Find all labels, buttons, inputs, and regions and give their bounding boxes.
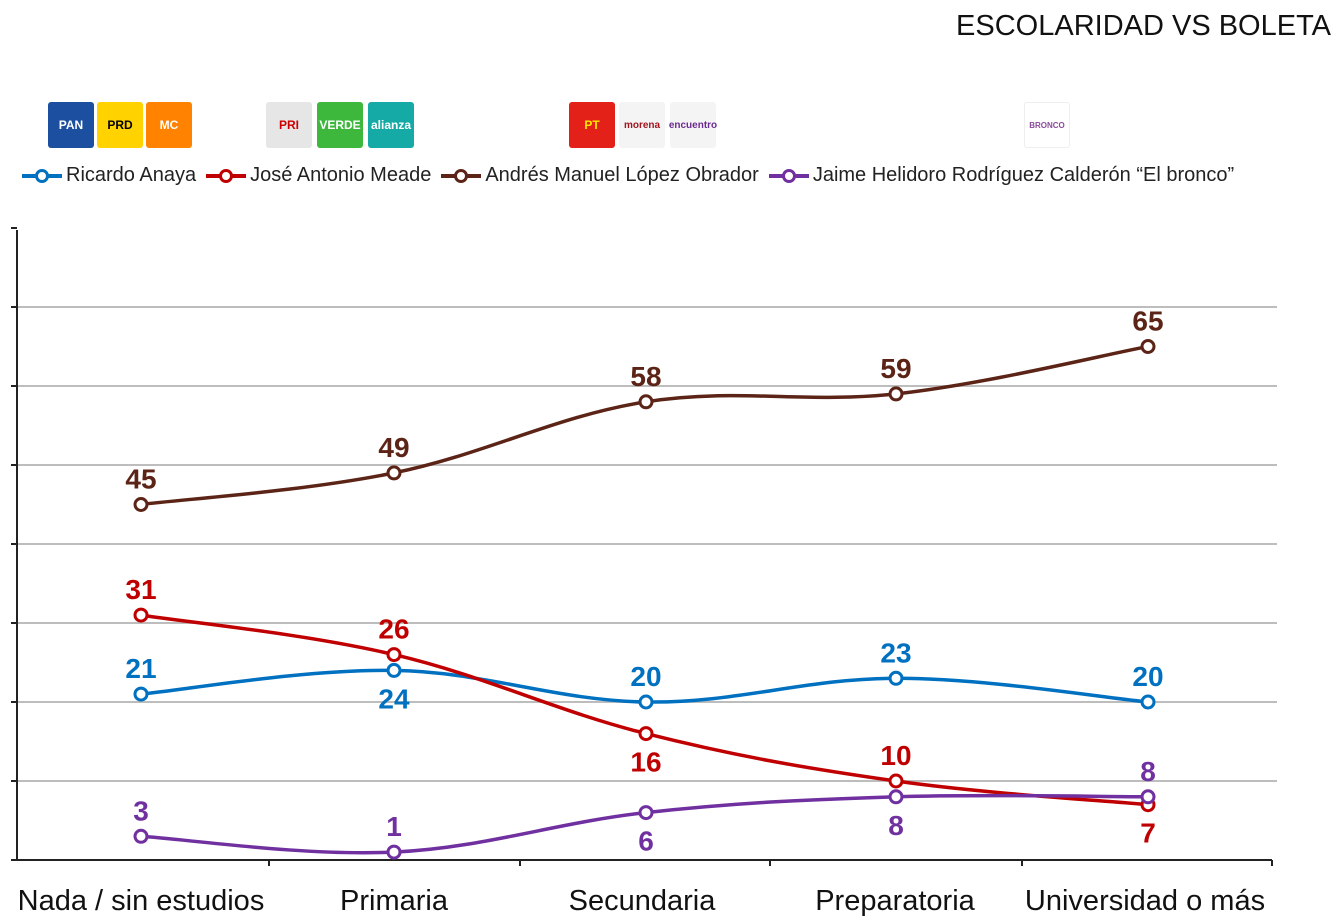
x-tick-label: Preparatoria: [815, 885, 975, 917]
legend-label: Jaime Helidoro Rodríguez Calderón “El br…: [812, 164, 1235, 186]
data-point: [133, 497, 149, 512]
party-logo: alianza: [368, 102, 414, 148]
data-point: [386, 662, 402, 678]
data-point: [133, 686, 149, 702]
legend-item: José Antonio Meade: [204, 164, 431, 187]
data-point: [638, 805, 654, 821]
legend-label: Ricardo Anaya: [66, 164, 197, 186]
data-label: 65: [1132, 306, 1163, 337]
legend-item: Ricardo Anaya: [20, 164, 196, 187]
data-point: [133, 828, 149, 844]
data-label: 31: [125, 574, 156, 605]
legend: Ricardo Anaya José Antonio Meade Andrés Ma…: [20, 164, 1242, 187]
data-label: 6: [638, 826, 654, 857]
legend-marker: [206, 168, 247, 183]
data-label: 10: [880, 740, 911, 771]
x-tick-label: Primaria: [340, 885, 449, 917]
party-logo: morena: [619, 102, 665, 148]
legend-label: Andrés Manuel López Obrador: [485, 164, 759, 186]
data-label: 45: [125, 464, 156, 495]
data-point: [888, 773, 904, 789]
data-label: 8: [1140, 756, 1156, 787]
data-label: 21: [125, 653, 156, 684]
party-logo: encuentro: [669, 102, 717, 148]
x-tick-label: Secundaria: [569, 885, 717, 917]
data-label: 58: [630, 361, 661, 392]
data-point: [1140, 694, 1156, 710]
data-label: 20: [630, 661, 661, 692]
party-logo: PRI: [266, 102, 312, 148]
data-point: [888, 789, 904, 805]
data-point: [133, 607, 149, 623]
x-tick-label: Nada / sin estudios: [18, 885, 265, 917]
x-tick-label: Universidad o más: [1025, 885, 1265, 917]
data-label: 1: [386, 811, 402, 842]
data-label: 20: [1132, 661, 1163, 692]
data-point: [888, 386, 904, 402]
data-label: 7: [1140, 818, 1156, 849]
legend-marker: [441, 168, 482, 183]
party-logo: VERDE: [317, 102, 363, 148]
data-label: 24: [378, 683, 410, 714]
legend-item: Jaime Helidoro Rodríguez Calderón “El br…: [767, 164, 1234, 187]
legend-marker: [22, 168, 62, 183]
data-point: [1140, 339, 1156, 354]
data-point: [386, 647, 402, 663]
data-label: 49: [378, 432, 409, 463]
party-logo: MC: [146, 102, 192, 148]
legend-item: Andrés Manuel López Obrador: [439, 164, 759, 187]
party-logo: PAN: [48, 102, 94, 148]
data-point: [638, 694, 654, 710]
legend-marker: [768, 168, 809, 183]
data-label: 23: [880, 637, 911, 668]
data-point: [638, 394, 654, 410]
party-logo: PRD: [97, 102, 143, 148]
data-label: 26: [378, 614, 409, 645]
data-label: 3: [133, 795, 149, 826]
legend-label: José Antonio Meade: [250, 164, 432, 186]
party-logo: BRONCO: [1024, 102, 1070, 148]
data-point: [1140, 789, 1156, 805]
data-label: 8: [888, 810, 904, 841]
data-label: 16: [630, 747, 661, 778]
party-logo: PT: [569, 102, 615, 148]
data-point: [386, 465, 402, 481]
data-label: 59: [880, 353, 911, 384]
chart-title: ESCOLARIDAD VS BOLETA: [956, 10, 1331, 42]
data-point: [386, 844, 402, 860]
data-point: [888, 670, 904, 686]
data-point: [638, 726, 654, 742]
